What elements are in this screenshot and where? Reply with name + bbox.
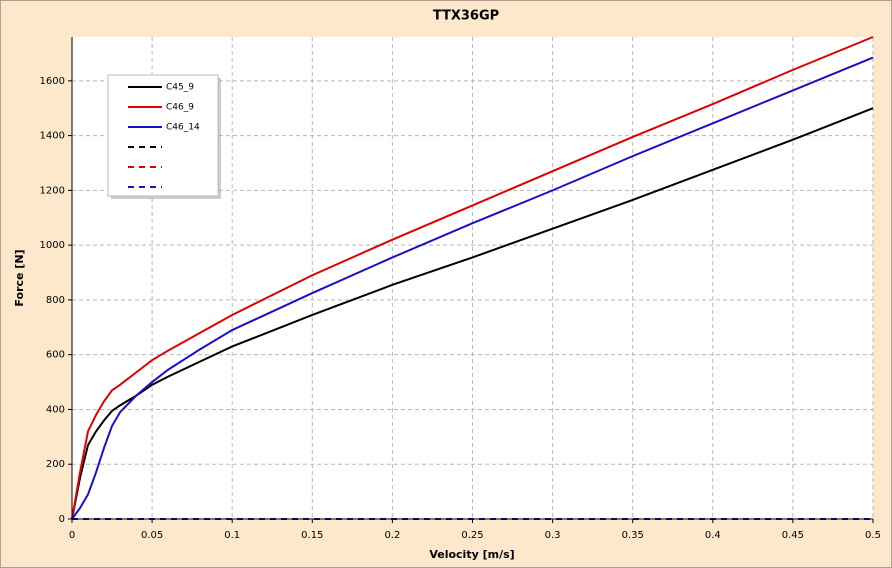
x-tick-label: 0.2 [384, 530, 400, 541]
y-tick-label: 1000 [40, 240, 65, 251]
y-tick-label: 200 [46, 459, 65, 470]
x-tick-label: 0.35 [622, 530, 644, 541]
x-tick-label: 0.1 [224, 530, 240, 541]
series-line [71, 36, 874, 520]
legend [107, 74, 219, 197]
x-tick-label: 0.5 [865, 530, 881, 541]
x-tick-label: 0.15 [301, 530, 323, 541]
chart-title: TTX36GP [433, 9, 499, 24]
y-tick-label: 400 [46, 404, 65, 415]
y-tick-label: 1200 [40, 185, 65, 196]
x-axis-label: Velocity [m/s] [429, 548, 514, 561]
legend-items: C45_9 C46_9 C46_14 [128, 83, 200, 188]
x-tick-label: 0.25 [461, 530, 483, 541]
y-tick-label: 1600 [40, 76, 65, 87]
legend-label: C46_9 [166, 103, 194, 113]
legend-label: C45_9 [166, 83, 194, 93]
y-tick-label: 600 [46, 350, 65, 361]
y-axis-label: Force [N] [13, 249, 26, 306]
y-tick-label: 1400 [40, 131, 65, 142]
series-line [71, 56, 874, 520]
legend-label: C46_14 [166, 123, 200, 133]
y-tick-label: 0 [59, 514, 65, 525]
x-tick-label: 0.45 [782, 530, 804, 541]
series-line [71, 107, 874, 520]
x-tick-label: 0.05 [141, 530, 163, 541]
x-tick-label: 0.4 [705, 530, 721, 541]
y-tick-label: 800 [46, 295, 65, 306]
x-tick-label: 0.3 [545, 530, 561, 541]
x-tick-label: 0 [69, 530, 75, 541]
